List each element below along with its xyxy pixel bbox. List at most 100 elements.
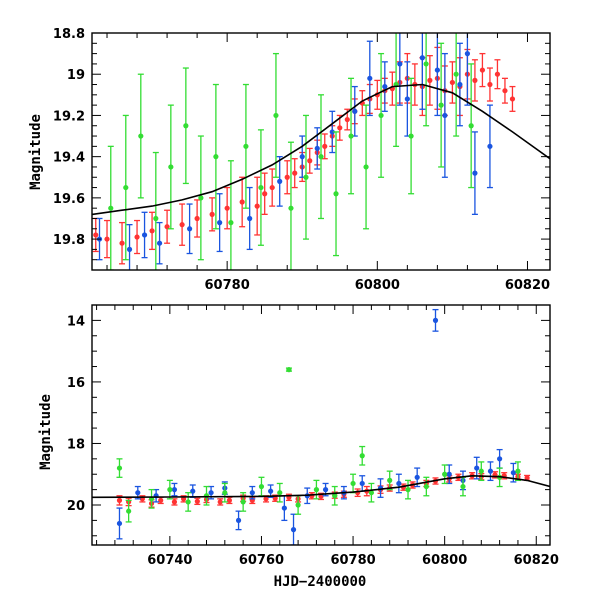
data-point	[153, 215, 159, 222]
y-tick-label: 19.8	[53, 233, 85, 248]
data-point	[262, 191, 268, 197]
data-point	[502, 88, 508, 94]
data-point	[263, 496, 269, 502]
data-point	[487, 468, 494, 474]
data-point	[268, 488, 274, 494]
data-point	[460, 483, 466, 490]
data-point	[314, 145, 320, 152]
data-point	[457, 81, 463, 88]
data-point	[367, 75, 373, 81]
data-point	[303, 174, 309, 180]
data-point	[123, 184, 129, 191]
data-point	[318, 154, 324, 160]
data-point	[164, 224, 170, 230]
data-point	[434, 67, 440, 73]
data-point	[272, 495, 278, 501]
data-point	[295, 502, 301, 508]
data-point	[258, 184, 264, 191]
panel-1-data	[92, 308, 550, 545]
data-point	[359, 480, 365, 487]
data-point	[313, 487, 320, 493]
data-point	[284, 174, 290, 180]
series-2	[116, 367, 521, 523]
data-point	[203, 493, 210, 499]
data-point	[405, 487, 411, 493]
data-point	[158, 497, 164, 503]
data-point	[254, 203, 260, 209]
data-point	[277, 178, 283, 184]
data-point	[104, 236, 110, 242]
data-point	[472, 170, 478, 176]
data-point	[510, 470, 516, 476]
plot-frame	[91, 304, 551, 546]
data-point	[273, 112, 279, 119]
data-point	[217, 220, 223, 226]
data-point	[167, 487, 173, 493]
data-point	[397, 61, 403, 67]
data-point	[333, 191, 339, 197]
data-point	[322, 143, 328, 149]
data-point	[524, 475, 530, 481]
data-point	[288, 205, 294, 211]
bottom-ylabel: Magnitude	[38, 394, 54, 470]
x-tick-label: 60820	[514, 553, 559, 568]
data-point	[269, 184, 275, 191]
data-point	[171, 487, 178, 493]
data-point	[286, 367, 292, 373]
data-point	[185, 499, 191, 505]
model-curve	[92, 83, 550, 216]
y-tick-label: 18.8	[53, 27, 85, 42]
data-point	[187, 226, 193, 232]
data-point	[190, 488, 196, 494]
data-point	[116, 520, 123, 527]
data-point	[247, 215, 253, 222]
data-point	[93, 232, 99, 238]
x-tick-label: 60740	[147, 553, 192, 568]
data-point	[423, 483, 429, 490]
x-tick-label: 60780	[205, 278, 250, 293]
data-point	[509, 96, 516, 102]
data-point	[387, 477, 393, 483]
x-tick-label: 60820	[505, 278, 550, 293]
data-point	[208, 490, 214, 496]
data-point	[249, 490, 255, 496]
data-point	[116, 465, 123, 471]
data-point	[213, 154, 219, 160]
data-point	[453, 71, 459, 77]
data-point	[194, 498, 200, 504]
series-2	[107, 33, 475, 270]
data-point	[217, 499, 223, 505]
data-point	[119, 240, 125, 246]
data-point	[446, 471, 452, 477]
data-point	[307, 158, 313, 164]
data-point	[337, 125, 343, 131]
data-point	[156, 240, 163, 246]
data-point	[427, 77, 433, 83]
data-point	[478, 468, 484, 474]
data-point	[194, 215, 200, 222]
y-tick-label: 19.4	[53, 151, 85, 166]
data-point	[209, 211, 215, 217]
data-point	[382, 83, 388, 90]
data-point	[464, 51, 471, 57]
data-point	[479, 67, 486, 73]
y-tick-label: 19	[67, 68, 85, 83]
data-point	[240, 499, 246, 505]
data-point	[183, 123, 189, 129]
x-tick-label: 60800	[355, 278, 400, 293]
data-point	[352, 108, 358, 114]
data-point	[116, 497, 123, 503]
data-point	[474, 465, 480, 471]
data-point	[292, 170, 298, 176]
data-point	[497, 456, 503, 462]
data-point	[348, 133, 354, 139]
data-point	[126, 246, 133, 252]
data-point	[277, 490, 283, 496]
data-point	[179, 222, 185, 228]
data-point	[290, 527, 297, 533]
data-point	[243, 143, 249, 149]
top-ylabel: Magnitude	[28, 114, 44, 190]
bottom-panel-full: Magnitude HJD−2400000 60740 60760 60780 608…	[38, 304, 559, 590]
data-point	[487, 81, 493, 88]
data-point	[258, 483, 265, 490]
